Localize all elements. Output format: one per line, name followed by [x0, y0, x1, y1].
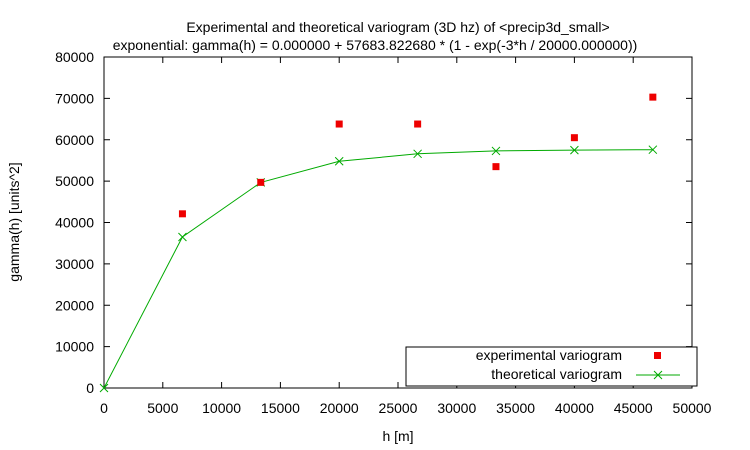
- theoretical-variogram-point: [648, 145, 658, 155]
- y-tick-label: 50000: [55, 173, 94, 189]
- experimental-variogram-point: [414, 120, 422, 128]
- y-tick-label: 20000: [55, 297, 94, 313]
- theoretical-variogram-point: [178, 232, 187, 242]
- x-tick-label: 45000: [614, 400, 653, 416]
- x-tick-label: 0: [100, 400, 108, 416]
- x-tick-label: 20000: [320, 400, 359, 416]
- theoretical-variogram-point: [99, 383, 109, 393]
- theoretical-variogram-line: [103, 149, 653, 389]
- x-tick-label: 30000: [437, 400, 476, 416]
- series-layer: [99, 93, 658, 393]
- experimental-variogram-point: [335, 120, 343, 128]
- legend-box: [405, 346, 698, 387]
- x-tick-label: 25000: [379, 400, 418, 416]
- x-tick-label: 40000: [555, 400, 594, 416]
- x-tick-label: 10000: [202, 400, 241, 416]
- theoretical-variogram-point: [491, 146, 501, 156]
- legend: experimental variogram theoretical vario…: [405, 346, 698, 387]
- y-axis-label: gamma(h) [units^2]: [6, 162, 22, 281]
- x-tick-label: 50000: [673, 400, 712, 416]
- y-tick-label: 40000: [55, 215, 94, 231]
- experimental-variogram-point: [178, 210, 186, 218]
- x-axis-label: h [m]: [382, 428, 413, 444]
- x-tick-label: 15000: [261, 400, 300, 416]
- legend-label-experimental: experimental variogram: [476, 347, 622, 363]
- experimental-variogram-point: [492, 163, 500, 171]
- chart-title-line1: Experimental and theoretical variogram (…: [186, 19, 609, 35]
- experimental-variogram-point: [649, 93, 657, 101]
- legend-marker-experimental: [654, 352, 661, 359]
- chart-title-line2: exponential: gamma(h) = 0.000000 + 57683…: [113, 37, 638, 53]
- legend-label-theoretical: theoretical variogram: [491, 366, 622, 382]
- theoretical-variogram-point: [570, 145, 579, 155]
- theoretical-variogram-point: [334, 156, 344, 166]
- y-tick-label: 80000: [55, 49, 94, 65]
- plot-frame: [103, 56, 693, 389]
- axis-ticks: 0 5000 10000 15000 20000 25000 30000 35000 40000…: [55, 49, 712, 416]
- theoretical-variogram-point: [413, 149, 422, 159]
- y-tick-label: 0: [86, 380, 94, 396]
- x-tick-label: 35000: [496, 400, 535, 416]
- y-tick-label: 10000: [55, 339, 94, 355]
- y-tick-label: 30000: [55, 256, 94, 272]
- legend-marker-theoretical: [653, 370, 663, 380]
- experimental-variogram-point: [570, 134, 578, 142]
- experimental-variogram-point: [257, 178, 265, 186]
- y-tick-label: 70000: [55, 90, 94, 106]
- y-tick-label: 60000: [55, 132, 94, 148]
- x-tick-label: 5000: [147, 400, 178, 416]
